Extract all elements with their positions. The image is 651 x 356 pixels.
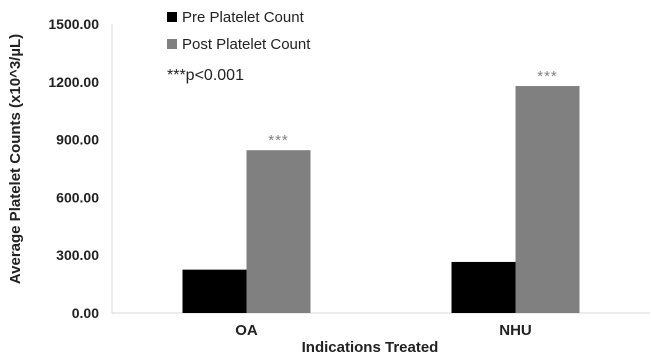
significance-annotation: ***p<0.001 bbox=[167, 67, 244, 84]
x-tick-label: NHU bbox=[499, 322, 532, 339]
bar-post-oa bbox=[246, 150, 311, 313]
y-tick-label: 300.00 bbox=[56, 247, 99, 263]
legend-swatch-pre bbox=[167, 12, 177, 22]
y-tick-label: 1500.00 bbox=[48, 16, 99, 32]
y-tick-label: 600.00 bbox=[56, 189, 99, 205]
significance-marker: *** bbox=[268, 132, 289, 149]
y-tick-label: 1200.00 bbox=[48, 74, 99, 90]
legend: Pre Platelet Count Post Platelet Count bbox=[167, 9, 311, 53]
legend-label-post: Post Platelet Count bbox=[182, 36, 311, 53]
y-tick-labels: 0.00 300.00 600.00 900.00 1200.00 1500.00 bbox=[48, 16, 99, 321]
legend-swatch-post bbox=[167, 39, 177, 49]
x-axis-title: Indications Treated bbox=[302, 339, 439, 356]
y-tick-label: 900.00 bbox=[56, 132, 99, 148]
y-axis-title: Average Platelet Counts (x10^3/µL) bbox=[7, 34, 24, 284]
bars bbox=[182, 86, 580, 313]
significance-markers: *** *** bbox=[268, 68, 558, 149]
bar-pre-oa bbox=[182, 269, 247, 313]
y-tick-label: 0.00 bbox=[72, 305, 99, 321]
significance-marker: *** bbox=[537, 68, 558, 85]
x-tick-labels: OA NHU bbox=[235, 322, 532, 339]
x-tick-label: OA bbox=[235, 322, 258, 339]
bar-pre-nhu bbox=[451, 261, 516, 313]
legend-label-pre: Pre Platelet Count bbox=[182, 9, 305, 26]
bar-post-nhu bbox=[515, 86, 580, 313]
